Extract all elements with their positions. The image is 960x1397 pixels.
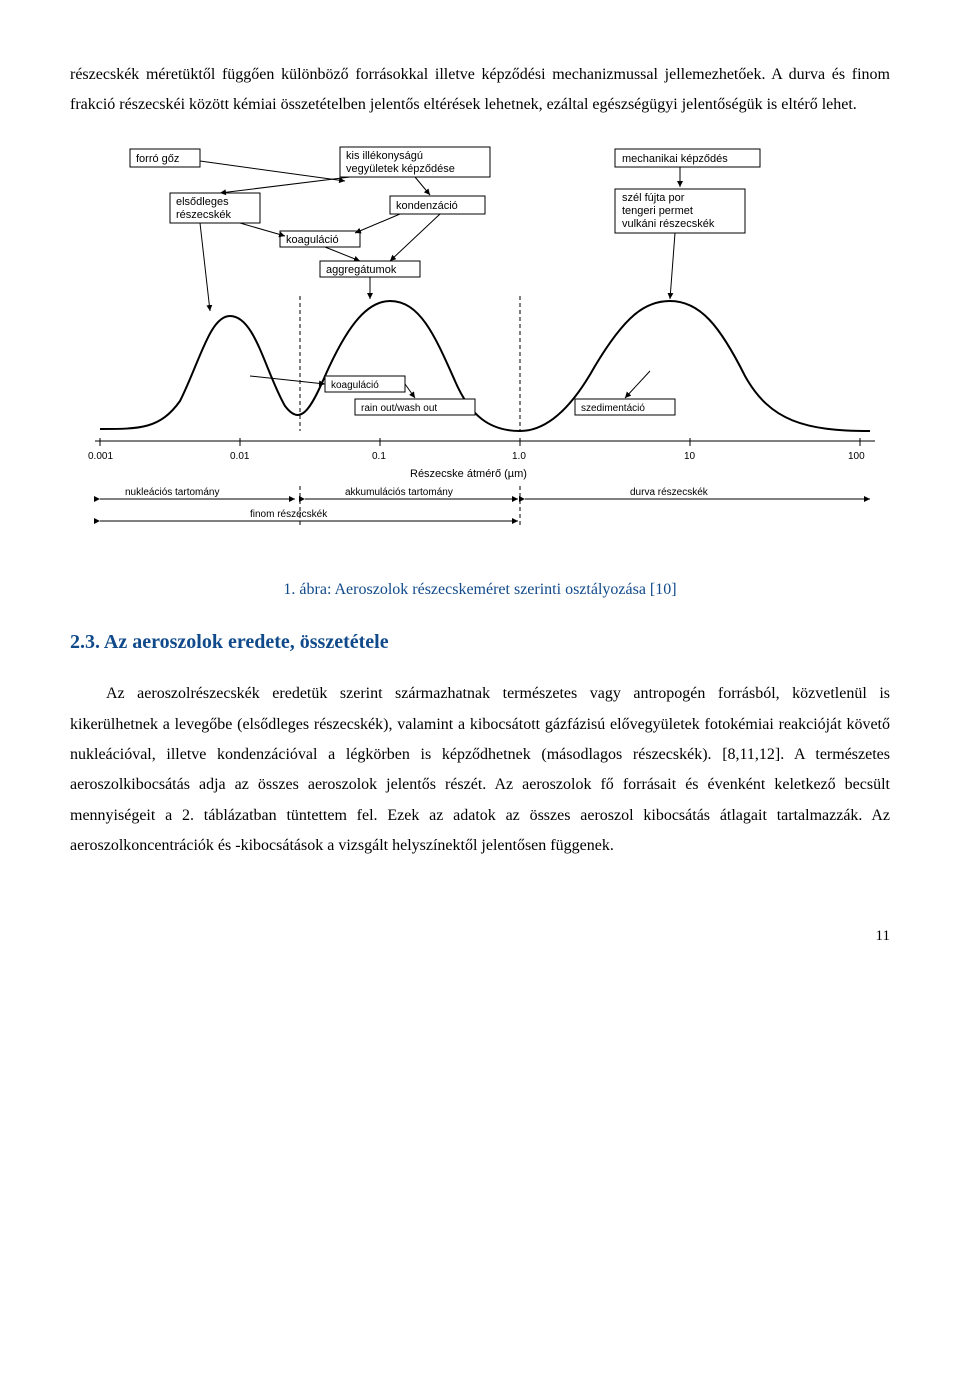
tick-0001: 0.001 xyxy=(88,451,113,462)
tick-1: 1.0 xyxy=(512,451,526,462)
figure-caption: 1. ábra: Aeroszolok részecskeméret szeri… xyxy=(70,575,890,605)
box-elsodleges-1: elsődleges xyxy=(176,196,229,208)
box-kondenz: kondenzáció xyxy=(396,200,458,212)
range-finom: finom részecskék xyxy=(250,509,328,520)
aerosol-diagram: forró gőz kis illékonyságú vegyületek ké… xyxy=(70,141,890,561)
box-kis-illek-1: kis illékonyságú xyxy=(346,150,423,162)
box-szed: szedimentáció xyxy=(581,403,645,414)
box-koag: koaguláció xyxy=(286,234,339,246)
range-durva: durva részecskék xyxy=(630,487,709,498)
figure-1: forró gőz kis illékonyságú vegyületek ké… xyxy=(70,141,890,561)
box-koag2: koaguláció xyxy=(331,380,379,391)
axis-label: Részecske átmérő (µm) xyxy=(410,468,527,480)
box-forro-goz: forró gőz xyxy=(136,153,179,165)
section-heading: 2.3. Az aeroszolok eredete, összetétele xyxy=(70,623,890,661)
tick-10: 10 xyxy=(684,451,696,462)
range-nukl: nukleációs tartomány xyxy=(125,487,220,498)
box-elsodleges-2: részecskék xyxy=(176,209,232,221)
body-paragraph: Az aeroszolrészecskék eredetük szerint s… xyxy=(70,679,890,861)
page-number: 11 xyxy=(70,922,890,951)
intro-paragraph: részecskék méretüktől függően különböző … xyxy=(70,60,890,121)
tick-01: 0.1 xyxy=(372,451,386,462)
box-agg: aggregátumok xyxy=(326,264,397,276)
box-kis-illek-2: vegyületek képződése xyxy=(346,163,455,175)
box-szel-3: vulkáni részecskék xyxy=(622,218,715,230)
box-mech: mechanikai képződés xyxy=(622,153,728,165)
box-szel-2: tengeri permet xyxy=(622,205,693,217)
range-akkum: akkumulációs tartomány xyxy=(345,487,453,498)
tick-001: 0.01 xyxy=(230,451,250,462)
box-rain: rain out/wash out xyxy=(361,403,437,414)
tick-100: 100 xyxy=(848,451,865,462)
box-szel-1: szél fújta por xyxy=(622,192,685,204)
